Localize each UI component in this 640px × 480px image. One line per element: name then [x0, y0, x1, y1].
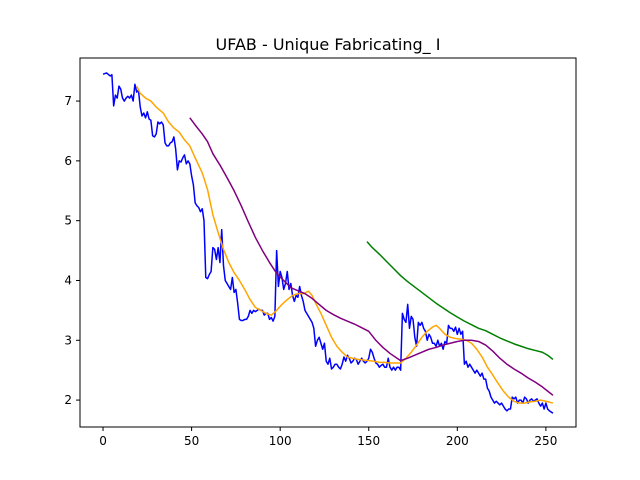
- x-tick-label: 200: [446, 434, 469, 448]
- series-layer: [102, 72, 554, 414]
- series-line-4: [366, 241, 554, 361]
- x-axis: 0 50 100 150 200 250: [99, 427, 557, 448]
- series-line-3: [189, 117, 554, 396]
- x-tick-label: 150: [357, 434, 380, 448]
- y-tick-label: 6: [64, 154, 72, 168]
- x-tick-label: 0: [99, 434, 107, 448]
- x-tick-label: 50: [184, 434, 199, 448]
- x-tick-label: 100: [269, 434, 292, 448]
- y-tick-label: 5: [64, 214, 72, 228]
- y-tick-label: 3: [64, 333, 72, 347]
- y-tick-label: 2: [64, 393, 72, 407]
- series-line-2: [136, 85, 554, 404]
- chart-title: UFAB - Unique Fabricating_ I: [216, 35, 441, 55]
- y-axis: 2 3 4 5 6 7: [64, 94, 80, 407]
- y-tick-label: 4: [64, 273, 72, 287]
- plot-frame: [79, 57, 577, 428]
- y-tick-label: 7: [64, 94, 72, 108]
- x-tick-label: 250: [534, 434, 557, 448]
- series-line-1: [102, 72, 554, 414]
